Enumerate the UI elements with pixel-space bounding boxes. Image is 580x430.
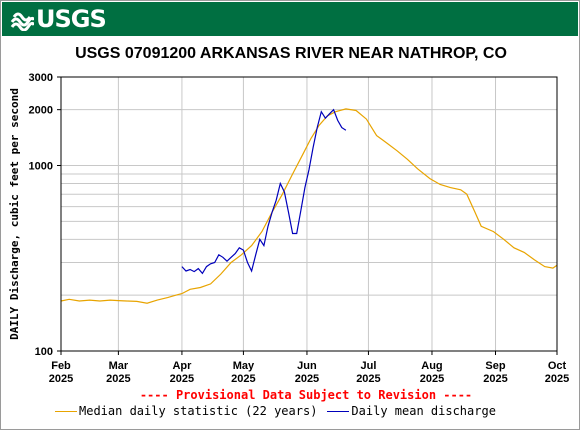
x-tick-label-year: 2025 (49, 373, 73, 385)
x-tick-label-month: Sep (485, 360, 505, 372)
y-tick-label: 100 (35, 346, 53, 358)
x-tick-label-year: 2025 (170, 373, 194, 385)
usgs-logo-text: USGS (36, 5, 107, 33)
legend-label-median: Median daily statistic (22 years) (79, 404, 318, 418)
y-tick-label: 1000 (29, 161, 53, 173)
plot-area (61, 77, 557, 351)
legend-swatch-daily-mean (327, 410, 350, 412)
usgs-logo: USGS (10, 5, 107, 33)
chart-title: USGS 07091200 ARKANSAS RIVER NEAR NATHRO… (75, 45, 507, 62)
y-axis-label: DAILY Discharge, cubic feet per second (8, 88, 21, 340)
usgs-wave-icon (10, 12, 34, 31)
series-median-line (60, 108, 558, 304)
x-tick-label-month: Jun (297, 360, 317, 372)
x-tick-label-month: Apr (172, 360, 192, 372)
y-tick-label: 3000 (29, 72, 53, 84)
x-tick-label-year: 2025 (545, 373, 569, 385)
x-tick-label-month: Feb (51, 360, 71, 372)
x-tick-label-year: 2025 (356, 373, 380, 385)
usgs-header-bar: USGS (2, 2, 578, 36)
legend-swatch-median (55, 410, 77, 412)
series-daily-mean-line (181, 108, 347, 275)
y-tick-label: 2000 (29, 105, 53, 117)
x-tick-label-year: 2025 (106, 373, 130, 385)
plot-border (60, 76, 558, 352)
x-tick-label-month: May (233, 360, 255, 372)
legend-item-median: Median daily statistic (22 years) (55, 404, 317, 418)
chart-legend: Median daily statistic (22 years) Daily … (55, 404, 506, 418)
x-tick-label-month: Oct (548, 360, 567, 372)
x-tick-label-month: Mar (109, 360, 129, 372)
x-tick-label-month: Jul (360, 360, 376, 372)
x-tick-label-year: 2025 (295, 373, 319, 385)
provisional-notice: ---- Provisional Data Subject to Revisio… (139, 388, 473, 402)
x-tick-label-year: 2025 (483, 373, 507, 385)
legend-label-daily-mean: Daily mean discharge (351, 404, 496, 418)
legend-item-daily-mean: Daily mean discharge (327, 404, 496, 418)
x-tick-label-year: 2025 (231, 373, 255, 385)
x-tick-label-year: 2025 (420, 373, 444, 385)
x-tick-label-month: Aug (421, 360, 442, 372)
